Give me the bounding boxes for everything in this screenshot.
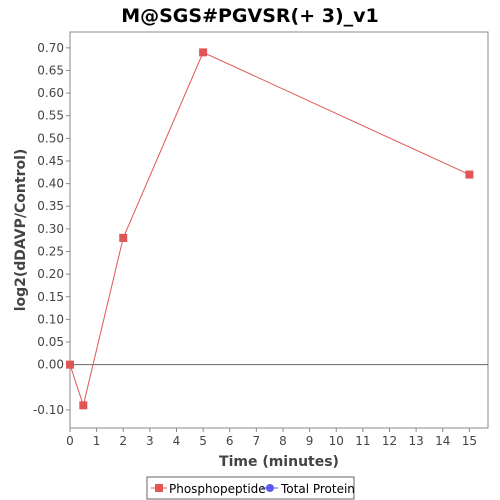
data-point xyxy=(465,170,474,179)
y-axis-ticks: -0.10 0.00 0.05 0.10 0.15 0.20 0.25 0.30 0.35 0.4… xyxy=(33,41,70,417)
data-point xyxy=(119,233,128,242)
x-tick-label: 8 xyxy=(279,434,287,448)
x-tick-label: 4 xyxy=(173,434,181,448)
x-tick-label: 3 xyxy=(146,434,154,448)
x-tick-label: 12 xyxy=(382,434,397,448)
data-point xyxy=(66,360,74,369)
x-tick-label: 6 xyxy=(226,434,234,448)
y-tick-label: 0.50 xyxy=(37,131,64,145)
x-tick-label: 11 xyxy=(355,434,370,448)
x-tick-label: 10 xyxy=(329,434,344,448)
data-point xyxy=(199,48,208,57)
y-axis-label: log2(dDAVP/Control) xyxy=(13,149,29,312)
x-tick-label: 1 xyxy=(93,434,101,448)
data-point xyxy=(79,401,88,410)
chart-title: M@SGS#PGVSR(+ 3)_v1 xyxy=(121,5,379,27)
y-tick-label: 0.30 xyxy=(37,222,64,236)
y-tick-label: 0.25 xyxy=(37,244,64,258)
y-tick-label: 0.20 xyxy=(37,267,64,281)
x-axis-ticks: 0 1 2 3 4 5 6 7 8 9 10 11 12 13 14 15 xyxy=(66,428,477,448)
legend: Phosphopeptide Total Protein xyxy=(146,476,355,500)
x-axis-label: Time (minutes) xyxy=(219,454,339,470)
y-tick-label: 0.40 xyxy=(37,177,64,191)
legend-phosphopeptide-label: Phosphopeptide xyxy=(169,482,266,496)
legend-total-protein-marker xyxy=(266,484,274,492)
x-tick-label: 2 xyxy=(119,434,127,448)
y-tick-label: 0.65 xyxy=(37,63,64,77)
x-tick-label: 0 xyxy=(66,434,74,448)
x-tick-label: 7 xyxy=(253,434,261,448)
y-tick-label: 0.05 xyxy=(37,335,64,349)
y-tick-label: 0.60 xyxy=(37,86,64,100)
series-layer xyxy=(66,48,474,410)
x-tick-label: 15 xyxy=(462,434,477,448)
x-tick-label: 5 xyxy=(199,434,207,448)
y-tick-label: 0.35 xyxy=(37,199,64,213)
x-tick-label: 13 xyxy=(408,434,423,448)
x-tick-label: 14 xyxy=(435,434,450,448)
y-tick-label: 0.10 xyxy=(37,312,64,326)
y-tick-label: -0.10 xyxy=(33,403,64,417)
y-tick-label: 0.00 xyxy=(37,358,64,372)
legend-total-protein-label: Total Protein xyxy=(280,482,355,496)
x-tick-label: 9 xyxy=(306,434,314,448)
plot-area xyxy=(69,31,489,429)
legend-box xyxy=(146,476,355,500)
y-tick-label: 0.70 xyxy=(37,41,64,55)
y-tick-label: 0.55 xyxy=(37,109,64,123)
y-tick-label: 0.15 xyxy=(37,290,64,304)
y-tick-label: 0.45 xyxy=(37,154,64,168)
legend-phosphopeptide-marker xyxy=(155,484,163,492)
